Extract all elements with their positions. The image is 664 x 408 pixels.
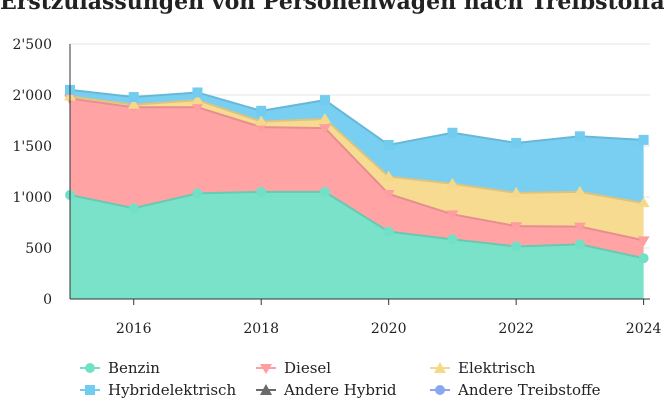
marker-hybridelektrisch [574,131,585,142]
legend-item[interactable]: Diesel [256,358,331,378]
legend: Benzin Diesel Elektrisch Hybridelektrisch An… [0,356,664,408]
area-elektrisch [70,96,644,241]
x-tick-label: 2016 [116,321,152,337]
marker-diesel [191,103,204,114]
legend-marker [85,363,95,373]
legend-label: Benzin [108,359,160,377]
marker-elektrisch [637,197,650,208]
legend-label: Diesel [284,359,332,377]
marker-elektrisch [446,177,459,188]
marker-benzin [192,188,203,199]
marker-hybridelektrisch [383,139,394,150]
marker-diesel [446,210,459,221]
marker-elektrisch [255,115,268,126]
legend-marker [260,364,272,374]
marker-diesel [255,123,268,134]
marker-elektrisch [127,98,140,109]
marker-elektrisch [191,94,204,105]
x-tick-label: 2020 [371,321,407,337]
y-tick-label: 1'500 [13,139,52,155]
marker-benzin [511,241,522,252]
marker-elektrisch [573,185,586,196]
y-tick-label: 2'500 [13,37,52,53]
marker-elektrisch [382,170,395,181]
axes: 0 500 1'000 1'500 2'000 2'500 2016 2018 2020 2022… [13,37,662,337]
marker-benzin [256,186,267,197]
area-diesel [70,98,644,259]
chart-plot: 0 500 1'000 1'500 2'000 2'500 2016 2018 2020 2022… [13,37,662,337]
legend-circle-icon [430,385,450,395]
legend-circle-icon [80,363,100,373]
y-tick-label: 1'000 [13,190,52,206]
marker-benzin [638,253,649,264]
legend-triangle-down-icon [256,364,276,374]
x-tick-label: 2022 [498,321,534,337]
legend-label: Andere Hybrid [284,381,397,399]
marker-benzin [128,203,139,214]
line-benzin [69,190,644,260]
legend-label: Elektrisch [458,359,536,377]
line-elektrisch [69,95,644,205]
series-lines [69,88,644,260]
area-benzin [70,191,644,299]
x-tick-label: 2018 [243,321,279,337]
marker-hybridelektrisch [192,87,203,98]
legend-item[interactable]: Hybridelektrisch [80,380,236,400]
legend-item[interactable]: Andere Treibstoffe [430,380,601,400]
marker-benzin [447,234,458,245]
line-hybridelektrisch [69,88,644,147]
y-tick-label: 0 [43,292,52,308]
marker-diesel [382,189,395,200]
legend-triangle-up-icon [430,362,450,373]
legend-item[interactable]: Elektrisch [430,358,535,378]
marker-hybridelektrisch [638,134,649,145]
legend-item[interactable]: Andere Hybrid [256,380,397,400]
legend-marker [435,385,445,395]
y-tick-label: 2'000 [13,88,52,104]
legend-item[interactable]: Benzin [80,358,160,378]
marker-diesel [318,124,331,135]
marker-benzin [383,226,394,237]
line-diesel [69,97,644,242]
legend-label: Andere Treibstoffe [458,381,601,399]
chart-title: Erstzulassungen von Personenwagen nach T… [0,0,664,15]
marker-hybridelektrisch [256,105,267,116]
marker-diesel [510,222,523,233]
y-tick-label: 500 [25,241,52,257]
marker-hybridelektrisch [128,92,139,103]
x-tick-label: 2024 [626,321,662,337]
legend-triangle-up-icon [256,384,276,395]
marker-hybridelektrisch [447,127,458,138]
legend-marker [260,384,272,395]
legend-marker [85,385,95,395]
marker-hybridelektrisch [319,95,330,106]
marker-benzin [319,186,330,197]
legend-label: Hybridelektrisch [108,381,237,399]
marker-diesel [637,236,650,247]
area-series [70,89,644,299]
marker-elektrisch [510,186,523,197]
marker-diesel [573,222,586,233]
legend-marker [434,362,446,373]
marker-hybridelektrisch [511,137,522,148]
marker-elektrisch [318,112,331,123]
legend-square-icon [80,385,100,395]
marker-benzin [574,239,585,250]
